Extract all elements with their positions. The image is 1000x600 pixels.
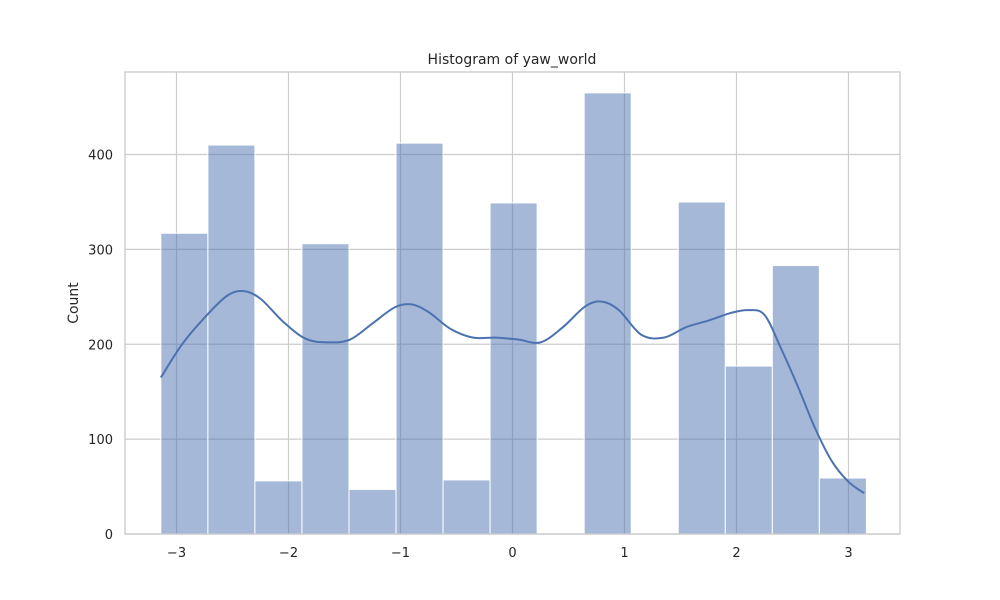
x-tick-label: −3 <box>167 546 186 561</box>
y-axis-ticks: 0 100 200 300 400 <box>88 149 113 543</box>
histogram-bar <box>583 92 632 535</box>
histogram-bar <box>207 144 256 535</box>
x-tick-label: 0 <box>508 546 516 561</box>
histogram-bar <box>348 488 397 535</box>
x-tick-label: −1 <box>391 546 410 561</box>
histogram-bar <box>724 365 773 535</box>
histogram-bar <box>301 243 350 535</box>
histogram-bars <box>160 92 867 535</box>
x-tick-label: 1 <box>620 546 628 561</box>
histogram-bar <box>442 479 491 535</box>
y-tick-label: 200 <box>88 338 113 353</box>
x-axis-ticks: −3 −2 −1 0 1 2 3 <box>167 546 853 561</box>
y-tick-label: 0 <box>105 528 113 543</box>
histogram-bar <box>395 142 444 535</box>
kde-curve <box>159 290 865 495</box>
y-tick-label: 400 <box>88 149 113 164</box>
chart-title: Histogram of yaw_world <box>428 52 597 68</box>
y-axis-label: Count <box>66 282 82 324</box>
histogram-bar <box>677 201 726 535</box>
histogram-bar <box>254 480 303 535</box>
histogram-bar <box>160 232 209 535</box>
kde-curve-group <box>159 290 865 495</box>
x-tick-label: 3 <box>844 546 852 561</box>
y-tick-label: 100 <box>88 433 113 448</box>
x-tick-label: −2 <box>279 546 298 561</box>
y-tick-label: 300 <box>88 243 113 258</box>
histogram-bar <box>818 477 867 535</box>
plot-frame <box>124 71 901 535</box>
x-tick-label: 2 <box>732 546 740 561</box>
histogram-bar <box>489 202 538 535</box>
histogram-bar <box>771 265 820 535</box>
